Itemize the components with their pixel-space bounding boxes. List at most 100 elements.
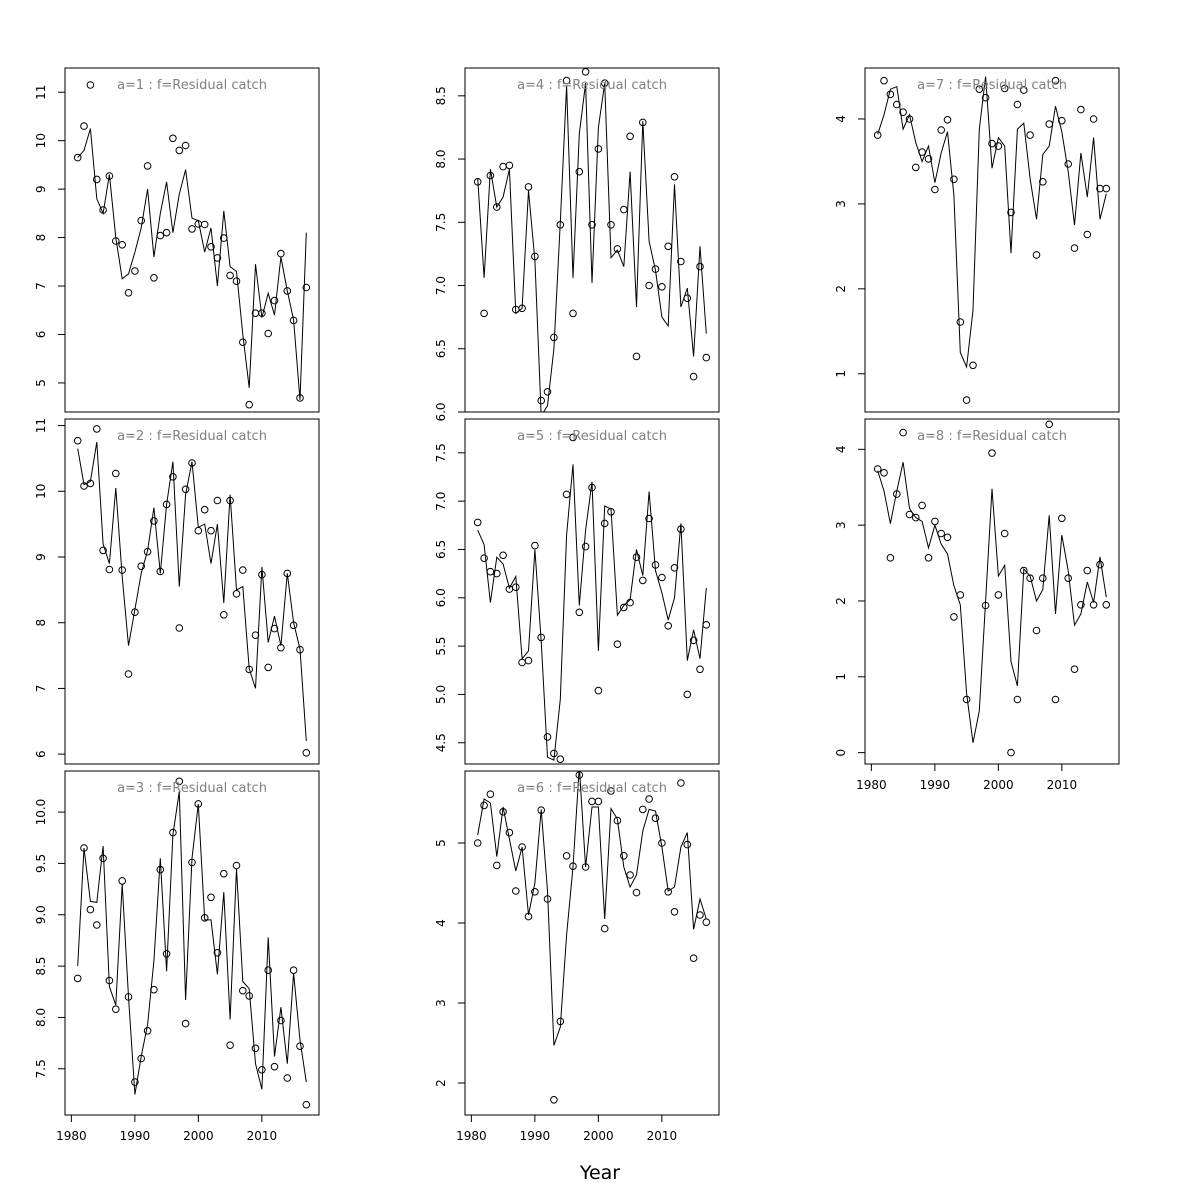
- observed-point: [1007, 748, 1015, 757]
- observed-point: [473, 178, 482, 186]
- observed-point: [645, 795, 653, 803]
- observed-point: [581, 863, 590, 871]
- observed-point: [537, 806, 546, 815]
- observed-point: [213, 254, 222, 262]
- y-tick-label: 9.0: [34, 905, 48, 924]
- panel-frame: [464, 418, 720, 765]
- observed-point: [632, 553, 641, 562]
- y-tick-label: 5: [434, 839, 448, 847]
- panel-frame: [64, 67, 320, 413]
- observed-point: [207, 243, 215, 251]
- observed-point: [956, 318, 965, 326]
- observed-point: [613, 816, 622, 825]
- y-tick-label: 11: [34, 85, 48, 100]
- panel-data: [473, 433, 711, 764]
- observed-point: [283, 287, 292, 295]
- observed-point: [569, 433, 577, 442]
- observed-point: [600, 79, 609, 87]
- y-tick-label: 2: [834, 597, 848, 605]
- x-tick-label: 2000: [583, 1129, 614, 1143]
- observed-point: [258, 570, 266, 579]
- observed-point: [296, 394, 304, 402]
- observed-point: [289, 966, 298, 975]
- observed-point: [1089, 115, 1098, 123]
- observed-point: [112, 469, 120, 478]
- observed-point: [73, 974, 82, 983]
- observed-point: [569, 862, 577, 871]
- y-tick-label: 7: [34, 282, 48, 290]
- observed-point: [493, 861, 501, 870]
- observed-point: [556, 1017, 565, 1026]
- observed-point: [550, 1096, 558, 1104]
- observed-point: [99, 854, 107, 863]
- observed-point: [480, 554, 488, 563]
- observed-point: [937, 529, 946, 538]
- panel-age-7: 1 2 3 4 a=7 : f=Residual catch: [834, 67, 1120, 413]
- observed-point: [962, 695, 971, 704]
- observed-point: [899, 108, 907, 116]
- observed-point: [150, 274, 158, 282]
- observed-point: [105, 976, 114, 985]
- y-tick-label: 4: [834, 115, 848, 123]
- observed-point: [988, 449, 996, 457]
- y-tick-label: 8.5: [434, 86, 448, 105]
- observed-point: [626, 132, 634, 141]
- y-axis: 1 2 3 4: [834, 115, 866, 378]
- fitted-line: [77, 128, 307, 400]
- observed-point: [150, 517, 158, 525]
- observed-point: [137, 562, 145, 571]
- y-tick-label: 3: [834, 521, 848, 529]
- observed-point: [702, 918, 711, 927]
- observed-point: [1102, 184, 1111, 193]
- observed-point: [93, 921, 101, 929]
- observed-point: [607, 221, 615, 229]
- observed-point: [1045, 420, 1053, 429]
- y-tick-label: 9: [34, 185, 48, 193]
- observed-point: [943, 116, 952, 124]
- y-tick-label: 10.0: [34, 799, 48, 826]
- observed-point: [220, 869, 228, 878]
- panel-data: [73, 777, 311, 1109]
- observed-point: [1102, 601, 1111, 609]
- observed-point: [124, 289, 133, 297]
- y-tick-label: 6: [34, 331, 48, 339]
- fitted-line: [477, 464, 707, 761]
- observed-point: [645, 281, 653, 290]
- observed-point: [80, 122, 88, 130]
- x-axis-title: Year: [579, 1162, 620, 1184]
- panel-title: a=7 : f=Residual catch: [917, 78, 1067, 93]
- observed-point: [213, 949, 222, 957]
- observed-point: [1089, 601, 1098, 609]
- y-tick-label: 5: [34, 379, 48, 387]
- y-tick-label: 5.0: [434, 685, 448, 704]
- y-tick-label: 8: [34, 234, 48, 242]
- observed-point: [677, 779, 685, 787]
- observed-point: [620, 205, 628, 214]
- observed-point: [188, 459, 196, 467]
- observed-point: [1064, 160, 1072, 168]
- observed-point: [1051, 76, 1060, 85]
- observed-point: [277, 1016, 285, 1025]
- observed-point: [670, 908, 679, 916]
- fitted-line: [877, 76, 1107, 369]
- y-tick-label: 7: [34, 685, 48, 693]
- observed-point: [524, 912, 533, 921]
- observed-point: [194, 526, 203, 535]
- y-tick-label: 6.0: [434, 588, 448, 607]
- observed-point: [302, 283, 311, 292]
- y-tick-label: 6.0: [434, 402, 448, 421]
- panel-frame: [464, 770, 720, 1116]
- observed-point: [131, 267, 139, 275]
- panel-age-5: 4.5 5.0 5.5 6.0 6.5 7.0 7.5 a=5 : f=Residual ca…: [434, 418, 720, 765]
- observed-point: [664, 242, 673, 251]
- observed-point: [86, 479, 95, 488]
- observed-point: [80, 482, 88, 490]
- y-tick-label: 2: [834, 285, 848, 293]
- y-tick-label: 8: [34, 619, 48, 627]
- observed-point: [289, 621, 298, 630]
- observed-point: [512, 887, 520, 895]
- panel-frame: [64, 770, 320, 1116]
- observed-point: [651, 814, 660, 823]
- observed-point: [181, 141, 190, 150]
- observed-point: [651, 265, 660, 273]
